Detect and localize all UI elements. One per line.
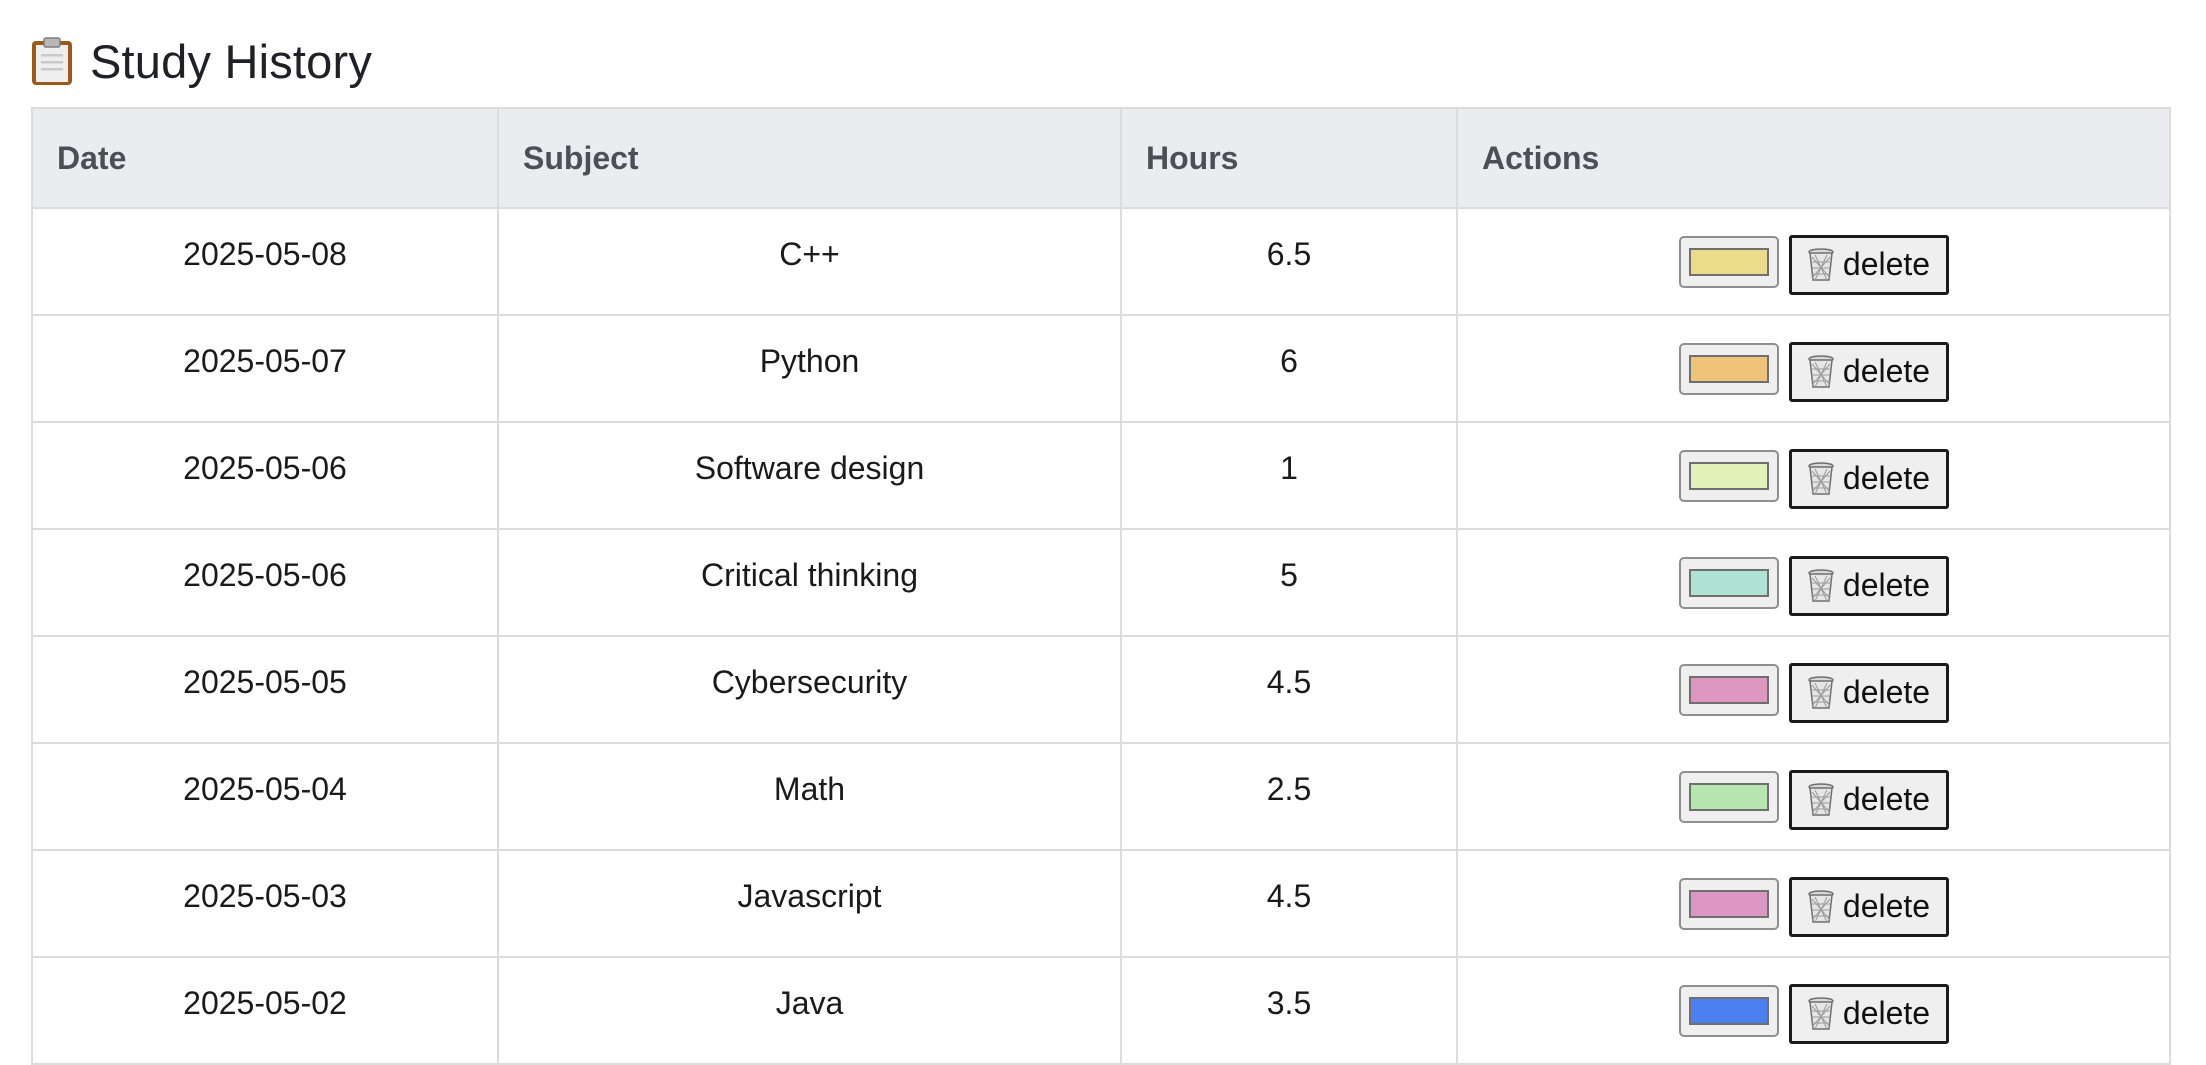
delete-button[interactable]: delete	[1788, 876, 1949, 937]
wastebasket-icon	[1807, 568, 1835, 603]
column-header-actions: Actions	[1456, 107, 2171, 209]
cell-hours: 6.5	[1120, 207, 1458, 316]
row-actions: delete	[1458, 229, 2169, 295]
cell-hours: 1	[1120, 421, 1458, 530]
cell-date: 2025-05-04	[31, 742, 499, 851]
clipboard-icon	[30, 36, 74, 86]
wastebasket-icon	[1807, 889, 1835, 924]
cell-actions: delete	[1456, 528, 2171, 637]
delete-button[interactable]: delete	[1788, 234, 1949, 295]
table-row: 2025-05-02 Java 3.5 delete	[31, 956, 2171, 1065]
delete-label: delete	[1842, 460, 1931, 496]
cell-date: 2025-05-06	[31, 421, 499, 530]
delete-button[interactable]: delete	[1788, 662, 1949, 723]
page-title: Study History	[90, 34, 373, 88]
wastebasket-icon	[1807, 675, 1835, 710]
cell-date: 2025-05-02	[31, 956, 499, 1065]
cell-date: 2025-05-07	[31, 314, 499, 423]
cell-date: 2025-05-08	[31, 207, 499, 316]
table-row: 2025-05-07 Python 6 delete	[31, 314, 2171, 423]
wastebasket-icon	[1807, 782, 1835, 817]
cell-subject: Javascript	[497, 849, 1122, 958]
color-swatch	[1688, 461, 1769, 490]
cell-subject: Cybersecurity	[497, 635, 1122, 744]
cell-hours: 6	[1120, 314, 1458, 423]
table-body: 2025-05-08 C++ 6.5 delete 2025-05-07 Python 6 d…	[31, 207, 2171, 1065]
color-picker-button[interactable]	[1678, 342, 1779, 395]
delete-button[interactable]: delete	[1788, 983, 1949, 1044]
cell-hours: 5	[1120, 528, 1458, 637]
cell-actions: delete	[1456, 314, 2171, 423]
row-actions: delete	[1458, 871, 2169, 937]
delete-label: delete	[1842, 781, 1931, 817]
row-actions: delete	[1458, 657, 2169, 723]
wastebasket-icon	[1807, 354, 1835, 389]
wastebasket-icon	[1807, 996, 1835, 1031]
delete-label: delete	[1842, 246, 1931, 282]
table-row: 2025-05-04 Math 2.5 delete	[31, 742, 2171, 851]
color-swatch	[1688, 247, 1769, 276]
color-swatch	[1688, 889, 1769, 918]
cell-actions: delete	[1456, 635, 2171, 744]
color-swatch	[1688, 675, 1769, 704]
color-picker-button[interactable]	[1678, 877, 1779, 930]
delete-label: delete	[1842, 353, 1931, 389]
delete-label: delete	[1842, 674, 1931, 710]
row-actions: delete	[1458, 336, 2169, 402]
color-picker-button[interactable]	[1678, 556, 1779, 609]
table-row: 2025-05-03 Javascript 4.5 delete	[31, 849, 2171, 958]
wastebasket-icon	[1807, 247, 1835, 282]
cell-actions: delete	[1456, 421, 2171, 530]
cell-date: 2025-05-05	[31, 635, 499, 744]
cell-actions: delete	[1456, 956, 2171, 1065]
cell-date: 2025-05-06	[31, 528, 499, 637]
column-header-date: Date	[31, 107, 499, 209]
cell-subject: C++	[497, 207, 1122, 316]
color-swatch	[1688, 354, 1769, 383]
delete-label: delete	[1842, 888, 1931, 924]
study-history-table: Date Subject Hours Actions 2025-05-08 C++…	[31, 107, 2171, 1065]
row-actions: delete	[1458, 550, 2169, 616]
page-header: Study History	[30, 30, 372, 92]
table-row: 2025-05-08 C++ 6.5 delete	[31, 207, 2171, 316]
column-header-hours: Hours	[1120, 107, 1458, 209]
cell-subject: Java	[497, 956, 1122, 1065]
cell-hours: 2.5	[1120, 742, 1458, 851]
row-actions: delete	[1458, 978, 2169, 1044]
study-history-page: Study History Date Subject Hours Actions…	[30, 30, 2171, 1065]
color-swatch	[1688, 996, 1769, 1025]
color-swatch	[1688, 568, 1769, 597]
cell-subject: Critical thinking	[497, 528, 1122, 637]
delete-label: delete	[1842, 995, 1931, 1031]
color-picker-button[interactable]	[1678, 235, 1779, 288]
row-actions: delete	[1458, 443, 2169, 509]
wastebasket-icon	[1807, 461, 1835, 496]
cell-date: 2025-05-03	[31, 849, 499, 958]
color-picker-button[interactable]	[1678, 770, 1779, 823]
delete-button[interactable]: delete	[1788, 555, 1949, 616]
cell-actions: delete	[1456, 849, 2171, 958]
cell-actions: delete	[1456, 207, 2171, 316]
delete-label: delete	[1842, 567, 1931, 603]
table-row: 2025-05-06 Critical thinking 5 delete	[31, 528, 2171, 637]
cell-actions: delete	[1456, 742, 2171, 851]
cell-subject: Software design	[497, 421, 1122, 530]
cell-subject: Python	[497, 314, 1122, 423]
color-swatch	[1688, 782, 1769, 811]
delete-button[interactable]: delete	[1788, 769, 1949, 830]
column-header-subject: Subject	[497, 107, 1122, 209]
cell-hours: 4.5	[1120, 849, 1458, 958]
cell-hours: 4.5	[1120, 635, 1458, 744]
delete-button[interactable]: delete	[1788, 448, 1949, 509]
color-picker-button[interactable]	[1678, 984, 1779, 1037]
color-picker-button[interactable]	[1678, 663, 1779, 716]
table-header-row: Date Subject Hours Actions	[31, 107, 2171, 209]
table-row: 2025-05-05 Cybersecurity 4.5 delete	[31, 635, 2171, 744]
cell-subject: Math	[497, 742, 1122, 851]
delete-button[interactable]: delete	[1788, 341, 1949, 402]
row-actions: delete	[1458, 764, 2169, 830]
color-picker-button[interactable]	[1678, 449, 1779, 502]
table-row: 2025-05-06 Software design 1 delete	[31, 421, 2171, 530]
cell-hours: 3.5	[1120, 956, 1458, 1065]
